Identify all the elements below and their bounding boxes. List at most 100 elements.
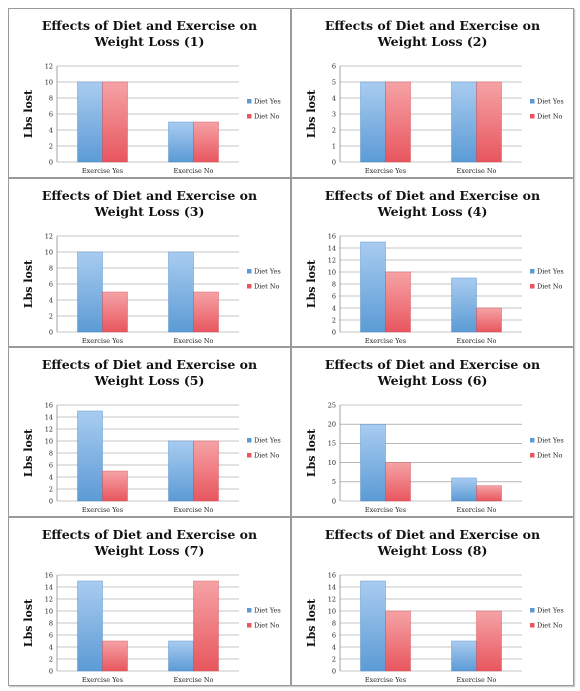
y-tick-label: 8 bbox=[49, 264, 53, 272]
y-tick-label: 4 bbox=[332, 94, 336, 102]
x-tick-label: Exercise No bbox=[174, 676, 214, 684]
bar-diet-no bbox=[476, 307, 502, 332]
y-axis-label: Lbs lost bbox=[305, 258, 318, 307]
y-tick-label: 6 bbox=[332, 631, 336, 639]
y-tick-label: 0 bbox=[332, 667, 336, 675]
y-tick-label: 0 bbox=[49, 328, 53, 336]
bar-diet-no bbox=[193, 121, 219, 163]
y-tick-label: 6 bbox=[49, 280, 53, 288]
y-tick-label: 5 bbox=[332, 78, 336, 86]
bar-diet-yes bbox=[451, 477, 477, 502]
y-tick-label: 4 bbox=[332, 304, 336, 312]
y-tick-label: 0 bbox=[332, 328, 336, 336]
y-tick-label: 3 bbox=[332, 110, 336, 118]
y-tick-label: 25 bbox=[328, 401, 336, 409]
y-tick-label: 10 bbox=[45, 437, 53, 445]
legend-label: Diet Yes bbox=[254, 267, 281, 275]
legend-label: Diet Yes bbox=[537, 98, 564, 106]
bar-diet-yes bbox=[77, 410, 103, 502]
y-tick-label: 5 bbox=[332, 478, 336, 486]
y-tick-label: 10 bbox=[45, 248, 53, 256]
legend-swatch bbox=[530, 268, 535, 273]
legend-label: Diet Yes bbox=[537, 606, 564, 614]
legend-label: Diet No bbox=[254, 452, 280, 460]
y-tick-label: 12 bbox=[45, 62, 53, 70]
y-tick-label: 8 bbox=[49, 449, 53, 457]
x-tick-label: Exercise Yes bbox=[82, 676, 123, 684]
bar-diet-yes bbox=[451, 640, 477, 671]
y-tick-label: 16 bbox=[328, 232, 336, 240]
legend-swatch bbox=[530, 607, 535, 612]
bar-diet-no bbox=[102, 81, 128, 163]
y-tick-label: 2 bbox=[49, 655, 53, 663]
x-tick-label: Exercise No bbox=[174, 337, 214, 345]
legend-label: Diet No bbox=[537, 452, 563, 460]
bar-diet-yes bbox=[451, 81, 477, 163]
y-tick-label: 8 bbox=[49, 94, 53, 102]
legend-swatch bbox=[530, 622, 535, 627]
bar-chart-svg: Lbs lost 0 2 4 6 8 10 12 Exercise Yes Exercise No… bbox=[22, 62, 281, 175]
chart-title: Effects of Diet and Exercise on Weight L… bbox=[41, 526, 258, 558]
y-tick-label: 6 bbox=[49, 110, 53, 118]
y-tick-label: 15 bbox=[328, 440, 336, 448]
bar-chart-svg: Lbs lost 0 2 4 6 8 10 12 14 16 Exercise Yes Exercis… bbox=[22, 401, 281, 514]
chart-title: Effects of Diet and Exercise on Weight L… bbox=[41, 18, 258, 49]
y-tick-label: 4 bbox=[49, 296, 53, 304]
y-tick-label: 12 bbox=[45, 595, 53, 603]
legend-label: Diet Yes bbox=[254, 437, 281, 445]
bar-diet-yes bbox=[360, 81, 386, 163]
y-axis-label: Lbs lost bbox=[305, 428, 318, 477]
bar-diet-no bbox=[102, 640, 128, 671]
legend-swatch bbox=[530, 283, 535, 288]
y-tick-label: 10 bbox=[45, 607, 53, 615]
y-tick-label: 16 bbox=[45, 401, 53, 409]
y-tick-label: 6 bbox=[49, 461, 53, 469]
chart-panel-2: Effects of Diet and Exercise on Weight L… bbox=[291, 8, 574, 178]
chart-title: Effects of Diet and Exercise on Weight L… bbox=[324, 187, 541, 219]
bar-chart-svg: Lbs lost 0 2 4 6 8 10 12 14 16 Exercise Yes Exercis… bbox=[305, 571, 564, 684]
bar-chart-svg: Lbs lost 0 2 4 6 8 10 12 Exercise Yes Exercise No… bbox=[22, 232, 281, 345]
x-tick-label: Exercise No bbox=[174, 506, 214, 514]
bar-diet-no bbox=[476, 81, 502, 163]
legend-label: Diet No bbox=[537, 113, 563, 121]
legend-label: Diet No bbox=[254, 282, 280, 290]
chart-panel-4: Effects of Diet and Exercise on Weight L… bbox=[291, 177, 574, 347]
y-tick-label: 10 bbox=[45, 78, 53, 86]
y-tick-label: 4 bbox=[49, 126, 53, 134]
y-tick-label: 10 bbox=[328, 607, 336, 615]
x-tick-label: Exercise No bbox=[457, 337, 497, 345]
bar-chart-svg: Lbs lost 0 1 2 3 4 5 6 Exercise Yes Exercise No Di… bbox=[305, 62, 564, 175]
y-axis-label: Lbs lost bbox=[22, 597, 35, 646]
bar-diet-no bbox=[193, 580, 219, 671]
y-tick-label: 6 bbox=[332, 292, 336, 300]
x-tick-label: Exercise Yes bbox=[365, 676, 406, 684]
y-tick-label: 2 bbox=[332, 316, 336, 324]
bar-diet-no bbox=[385, 462, 411, 502]
y-axis-label: Lbs lost bbox=[22, 428, 35, 477]
bar-chart-svg: Lbs lost 0 5 10 15 20 25 Exercise Yes Exercise N… bbox=[305, 401, 564, 514]
y-tick-label: 6 bbox=[49, 631, 53, 639]
legend-swatch bbox=[247, 622, 252, 627]
legend-swatch bbox=[247, 438, 252, 443]
x-tick-label: Exercise Yes bbox=[82, 337, 123, 345]
legend-swatch bbox=[247, 453, 252, 458]
y-tick-label: 2 bbox=[49, 142, 53, 150]
legend-label: Diet No bbox=[254, 621, 280, 629]
chart-panel-5: Effects of Diet and Exercise on Weight L… bbox=[8, 347, 291, 517]
bar-diet-yes bbox=[360, 241, 386, 332]
chart-grid: Effects of Diet and Exercise on Weight L… bbox=[8, 8, 574, 686]
bar-diet-no bbox=[385, 271, 411, 332]
legend-swatch bbox=[247, 114, 252, 119]
bar-diet-no bbox=[102, 470, 128, 502]
y-tick-label: 8 bbox=[49, 619, 53, 627]
y-tick-label: 4 bbox=[49, 643, 53, 651]
legend-label: Diet Yes bbox=[254, 98, 281, 106]
y-axis-label: Lbs lost bbox=[22, 89, 35, 138]
y-tick-label: 12 bbox=[328, 256, 336, 264]
y-tick-label: 16 bbox=[45, 571, 53, 579]
y-tick-label: 8 bbox=[332, 619, 336, 627]
legend-swatch bbox=[247, 283, 252, 288]
y-tick-label: 20 bbox=[328, 421, 336, 429]
chart-panel-8: Effects of Diet and Exercise on Weight L… bbox=[291, 516, 574, 686]
x-tick-label: Exercise No bbox=[457, 506, 497, 514]
